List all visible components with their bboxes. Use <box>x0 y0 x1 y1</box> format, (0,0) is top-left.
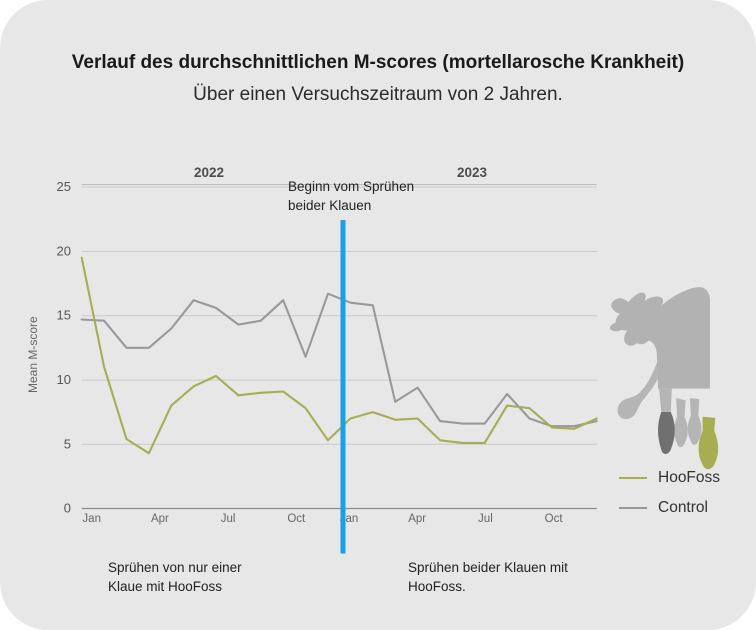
svg-text:10: 10 <box>57 372 71 387</box>
svg-text:Apr: Apr <box>408 513 426 525</box>
svg-text:0: 0 <box>64 501 71 516</box>
svg-text:2022: 2022 <box>194 165 224 180</box>
svg-text:Jul: Jul <box>478 513 493 525</box>
svg-text:15: 15 <box>57 308 71 323</box>
svg-text:Mean M-score: Mean M-score <box>26 316 40 393</box>
svg-text:25: 25 <box>57 179 71 194</box>
svg-text:Jan: Jan <box>82 513 101 525</box>
svg-text:20: 20 <box>57 243 71 258</box>
svg-text:Jul: Jul <box>221 513 236 525</box>
svg-text:5: 5 <box>64 436 71 451</box>
svg-text:Oct: Oct <box>545 513 564 525</box>
svg-text:Apr: Apr <box>151 513 169 525</box>
svg-text:Oct: Oct <box>287 513 306 525</box>
